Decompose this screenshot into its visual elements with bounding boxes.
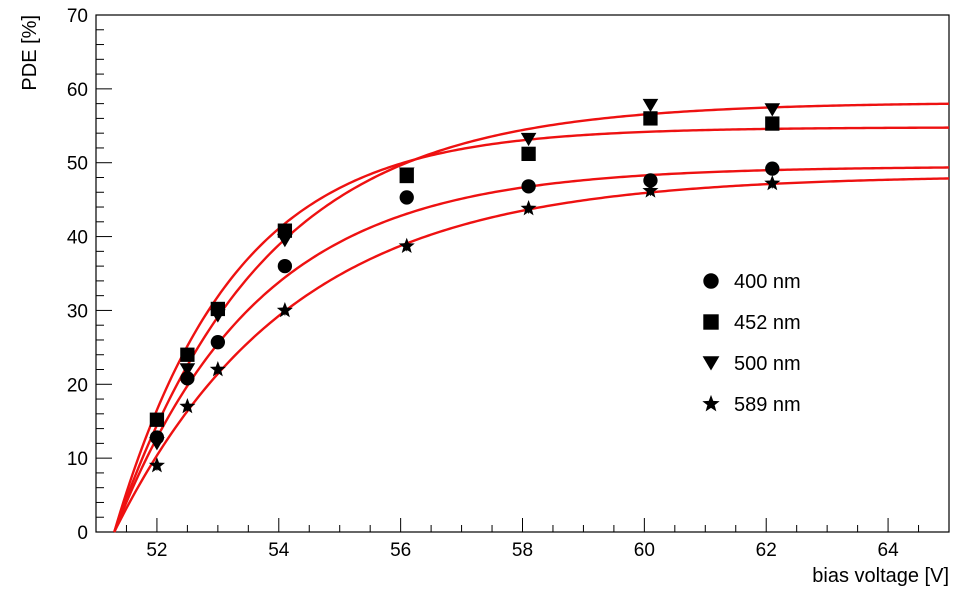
legend-marker-500-nm [702,356,720,371]
data-point-589-nm [642,182,659,198]
data-point-500-nm [764,103,781,117]
y-tick-label: 30 [67,301,88,322]
legend-label: 452 nm [734,312,801,334]
data-point-589-nm [148,457,165,473]
data-point-500-nm [520,132,537,147]
fit-curves [113,102,950,533]
data-point-500-nm [398,167,415,181]
data-point-500-nm [642,98,659,113]
x-axis: 52 54 56 58 60 62 64 [95,518,950,561]
legend: 400 nm 452 nm 500 nm 589 nm [702,271,801,416]
y-axis: 0 10 20 30 40 50 60 70 [67,6,112,544]
y-axis-title: PDE [%] [19,15,41,91]
data-point-452-nm [180,347,195,362]
y-tick-label: 0 [77,523,88,544]
data-point-400-nm [277,258,293,274]
legend-marker-452-nm [703,314,719,330]
data-point-500-nm [277,234,293,248]
data-point-452-nm [521,146,536,162]
x-tick-label: 54 [268,540,290,561]
data-point-400-nm [765,161,780,176]
data-point-589-nm [276,301,293,318]
x-tick-label: 58 [512,540,533,561]
legend-label: 400 nm [734,271,801,293]
y-tick-label: 60 [67,80,88,101]
data-point-589-nm [398,237,415,254]
data-point-500-nm [210,309,226,323]
data-point-400-nm [180,371,195,386]
data-point-452-nm [765,116,780,131]
data-point-589-nm [179,397,196,414]
data-points [148,98,781,473]
legend-marker-400-nm [703,273,719,289]
fit-curve-589-nm [113,177,950,533]
y-tick-label: 70 [67,6,88,27]
data-point-589-nm [764,174,781,191]
data-point-400-nm [399,190,414,205]
data-point-589-nm [209,361,226,377]
x-tick-label: 56 [390,540,411,561]
data-point-400-nm [210,335,226,350]
data-point-452-nm [643,111,658,126]
data-point-589-nm [520,200,537,216]
plot-frame [95,14,950,533]
fit-curve-500-nm [113,102,950,533]
data-point-500-nm [149,437,165,451]
x-tick-label: 52 [146,540,167,561]
data-point-400-nm [521,179,536,194]
data-point-400-nm [643,173,658,188]
x-axis-title: bias voltage [V] [812,565,949,587]
data-point-452-nm [149,412,165,427]
legend-label: 589 nm [734,394,801,416]
y-tick-label: 20 [67,375,88,396]
data-point-500-nm [179,363,196,377]
x-tick-label: 64 [878,540,900,561]
y-tick-label: 10 [67,449,88,470]
y-tick-label: 50 [67,154,88,175]
y-tick-label: 40 [67,228,88,249]
x-tick-label: 62 [756,540,777,561]
x-tick-label: 60 [634,540,655,561]
legend-label: 500 nm [734,353,801,375]
legend-marker-589-nm [702,394,720,412]
